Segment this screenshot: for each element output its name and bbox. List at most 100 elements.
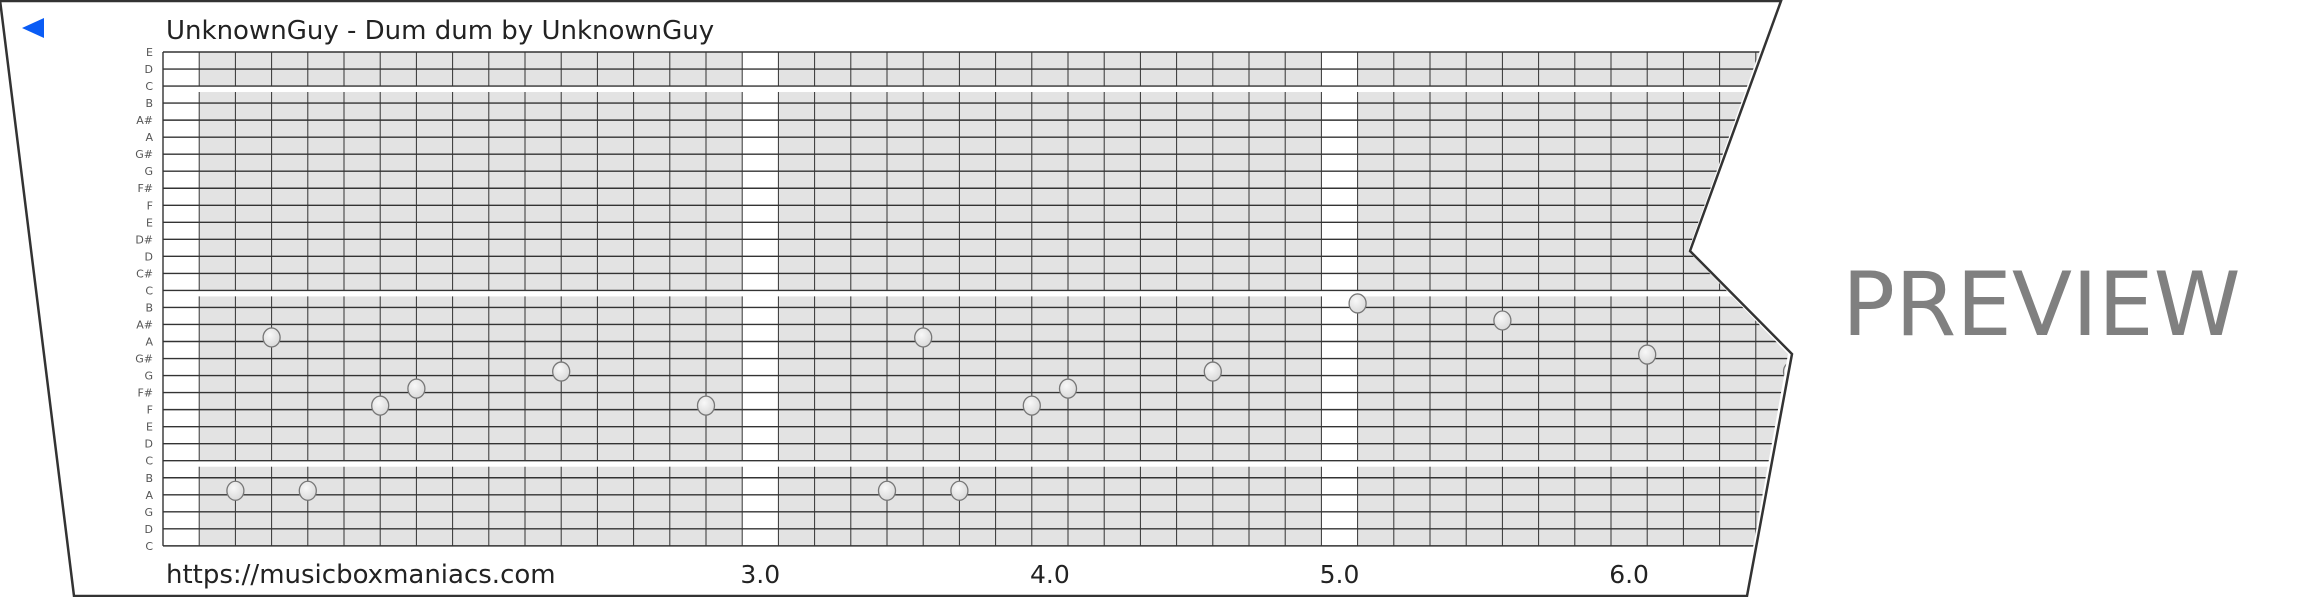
grid-cell-block	[380, 296, 417, 461]
grid-cell-block	[488, 466, 525, 546]
grid-cell-block	[452, 296, 489, 461]
grid-cell-block	[1937, 52, 1973, 86]
grid-cell-block	[1430, 466, 1467, 546]
pitch-label: G	[144, 506, 153, 519]
grid-cell-block	[1538, 92, 1575, 291]
grid-cell-block	[235, 466, 272, 546]
grid-cell-block	[1574, 296, 1611, 461]
beat-label: 4.0	[1030, 560, 1070, 589]
grid-cell-block	[1719, 466, 1756, 546]
pitch-label: A	[145, 336, 153, 349]
back-icon[interactable]	[22, 18, 44, 38]
grid-cell-block	[633, 296, 670, 461]
note-hole	[226, 480, 245, 501]
grid-cell-block	[597, 92, 634, 291]
pitch-label: G	[144, 165, 153, 178]
note-hole	[1348, 293, 1367, 314]
pitch-label: C	[145, 540, 153, 553]
grid-cell-block	[850, 466, 887, 546]
grid-cell-block	[1864, 467, 1900, 546]
grid-cell-block	[814, 92, 851, 291]
pitch-label: G#	[135, 353, 153, 366]
grid-cell-block	[1683, 92, 1720, 291]
grid-cell-block	[1430, 296, 1467, 461]
grid-cell-block	[1647, 466, 1684, 546]
grid-cell-block	[1466, 466, 1503, 546]
pitch-label: A	[145, 131, 153, 144]
preview-watermark: PREVIEW	[1842, 253, 2241, 356]
grid-cell-block	[887, 92, 924, 291]
grid-cell-block	[706, 296, 743, 461]
grid-cell-block	[488, 296, 525, 461]
grid-cell-block	[778, 296, 815, 461]
grid-cell-block	[1212, 466, 1249, 546]
grid-cell-block	[1393, 296, 1430, 461]
grid-cell-block	[235, 92, 272, 291]
grid-cell-block	[488, 92, 525, 291]
grid-cell-block	[1538, 296, 1575, 461]
grid-cell-block	[525, 466, 562, 546]
pitch-label: B	[145, 97, 153, 110]
pitch-label: D#	[135, 233, 153, 246]
grid-cell-block	[778, 466, 815, 546]
grid-cell-block	[1466, 92, 1503, 291]
grid-cell-block	[199, 466, 236, 546]
grid-cell-block	[1502, 466, 1539, 546]
grid-cell-block	[1792, 52, 1828, 86]
grid-cell-block	[1683, 296, 1720, 461]
grid-cell-block	[1031, 92, 1068, 291]
grid-cell-block	[1828, 52, 1864, 86]
grid-cell-block	[1068, 296, 1105, 461]
pitch-label: C#	[136, 267, 153, 280]
note-hole	[407, 378, 426, 399]
grid-cell-block	[307, 92, 344, 291]
note-hole	[1022, 395, 1041, 416]
pitch-label: G	[144, 370, 153, 383]
grid-cell-block	[959, 296, 996, 461]
grid-cell-block	[597, 466, 634, 546]
grid-cell-block	[959, 466, 996, 546]
grid-cell-block	[1068, 466, 1105, 546]
grid-cell-block	[1719, 296, 1756, 461]
pitch-label: C	[145, 455, 153, 468]
grid-cell-block	[850, 92, 887, 291]
page-title: UnknownGuy - Dum dum by UnknownGuy	[166, 16, 714, 46]
grid-cell-block	[1285, 92, 1322, 291]
beat-label: 5.0	[1320, 560, 1360, 589]
grid-cell-block	[1683, 466, 1720, 546]
grid-cell-block	[561, 92, 598, 291]
grid-cell-block	[633, 466, 670, 546]
pitch-label: B	[145, 472, 153, 485]
grid-cell-block	[959, 92, 996, 291]
pitch-label: A#	[136, 318, 153, 331]
grid-cell-block	[923, 296, 960, 461]
grid-cell-block	[1068, 92, 1105, 291]
grid-cell-block	[1104, 466, 1141, 546]
paper-outline	[0, 0, 1794, 597]
beat-labels: 3.0 4.0 5.0 6.0	[740, 560, 1649, 589]
pitch-label: E	[146, 421, 153, 434]
grid-cell-block	[1357, 92, 1394, 291]
grid-cell-block	[1647, 296, 1684, 461]
note-hole	[262, 327, 281, 348]
pitch-label: F	[147, 404, 153, 417]
grid-cell-block	[887, 466, 924, 546]
grid-cell-block	[814, 296, 851, 461]
grid-cell-block	[1611, 296, 1648, 461]
grid-cell-block	[271, 92, 308, 291]
note-hole	[696, 395, 716, 416]
grid-cell-block	[1430, 92, 1467, 291]
grid-cell-block	[597, 296, 634, 461]
note-hole	[914, 327, 933, 348]
grid-cell-block	[416, 296, 453, 461]
pitch-label: G#	[135, 148, 153, 161]
site-url-link[interactable]: https://musicboxmaniacs.com	[166, 560, 556, 590]
note-hole	[298, 480, 317, 501]
pitch-label: F#	[137, 182, 153, 195]
grid-cell-block	[525, 92, 562, 291]
grid-cell-block	[706, 92, 743, 291]
grid-cell-block	[1176, 466, 1213, 546]
grid-cell-block	[1357, 296, 1394, 461]
